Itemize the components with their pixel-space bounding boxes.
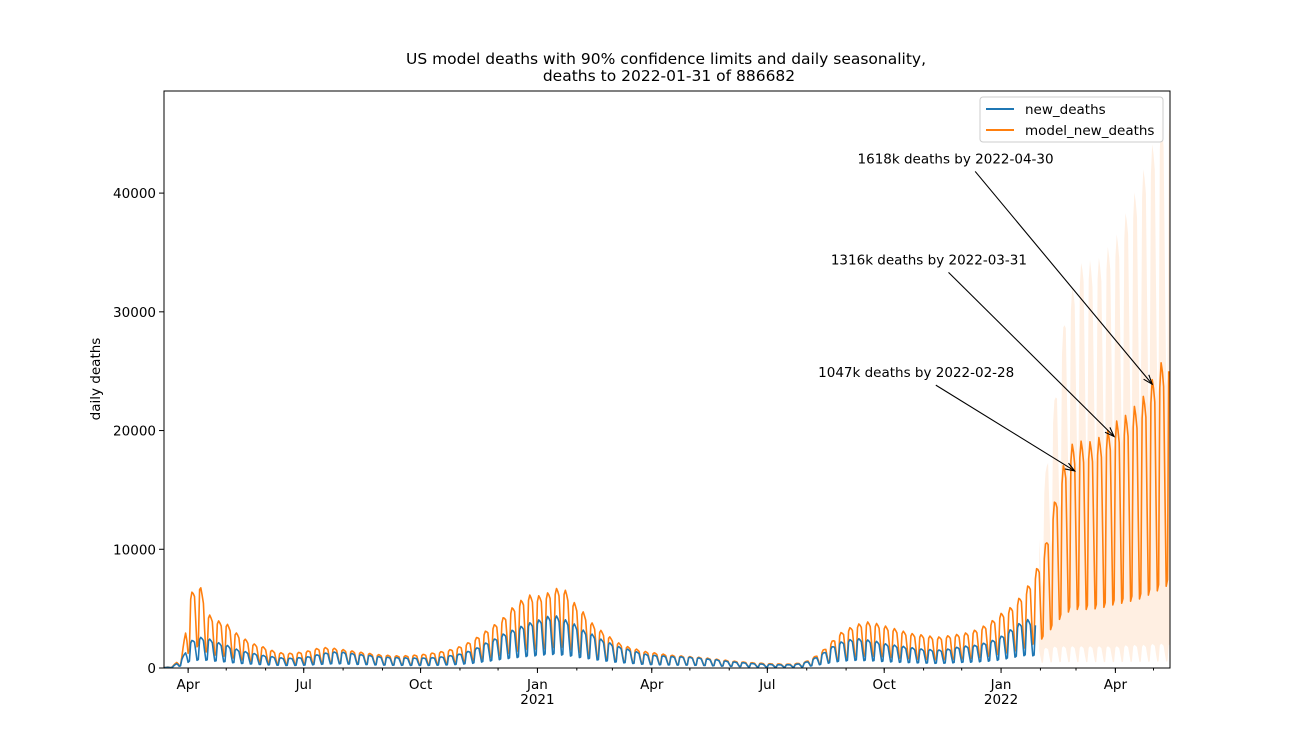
x-tick-label: Oct xyxy=(873,677,896,693)
y-tick-label: 40000 xyxy=(113,186,156,202)
x-tick-year-label: 2022 xyxy=(984,692,1018,708)
y-tick-label: 30000 xyxy=(113,305,156,321)
annotation-arrow-head xyxy=(1064,462,1077,472)
x-tick-label: Apr xyxy=(1104,677,1128,693)
y-axis: 0 10000 20000 30000 40000 xyxy=(113,186,164,677)
series-layer xyxy=(163,361,1170,669)
legend-box xyxy=(979,96,1164,143)
annotation-arrow-head xyxy=(1104,427,1116,438)
annotation-arrow-line xyxy=(948,271,1115,437)
annotation-arrow-head xyxy=(1143,374,1154,386)
annotation-label: 1618k deaths by 2022-04-30 xyxy=(858,151,1054,167)
chart-subtitle: deaths to 2022-01-31 of 886682 xyxy=(543,67,795,85)
y-tick-label: 0 xyxy=(147,661,156,677)
y-axis-label: daily deaths xyxy=(88,338,104,421)
x-tick-year-label: 2021 xyxy=(520,692,554,708)
annotation-label: 1047k deaths by 2022-02-28 xyxy=(818,365,1014,381)
x-tick-label: Jan xyxy=(526,677,548,693)
series-line-model-new-deaths xyxy=(163,361,1170,669)
x-tick-label: Jul xyxy=(295,677,312,693)
legend-label-model-new-deaths: model_new_deaths xyxy=(1025,123,1154,139)
y-tick-label: 20000 xyxy=(113,424,156,440)
chart-title: US model deaths with 90% confidence limi… xyxy=(406,50,926,68)
x-tick-label: Jul xyxy=(758,677,775,693)
y-tick-label: 10000 xyxy=(113,542,156,558)
confidence-band-layer xyxy=(1039,106,1170,663)
x-tick-label: Apr xyxy=(640,677,664,693)
annotation-arrow-line xyxy=(974,171,1153,385)
series-line-new-deaths xyxy=(163,615,1037,669)
legend: new_deaths model_new_deaths xyxy=(979,96,1164,143)
annotation-layer: 1047k deaths by 2022-02-28 1316k deaths b… xyxy=(818,151,1154,472)
annotation-arrow-line xyxy=(935,384,1076,472)
confidence-band xyxy=(1039,106,1170,663)
x-tick-label: Apr xyxy=(176,677,200,693)
x-tick-label: Oct xyxy=(409,677,432,693)
x-tick-label: Jan xyxy=(990,677,1012,693)
legend-label-new-deaths: new_deaths xyxy=(1025,102,1106,118)
annotation-label: 1316k deaths by 2022-03-31 xyxy=(831,252,1027,268)
plot-frame xyxy=(163,90,1171,669)
